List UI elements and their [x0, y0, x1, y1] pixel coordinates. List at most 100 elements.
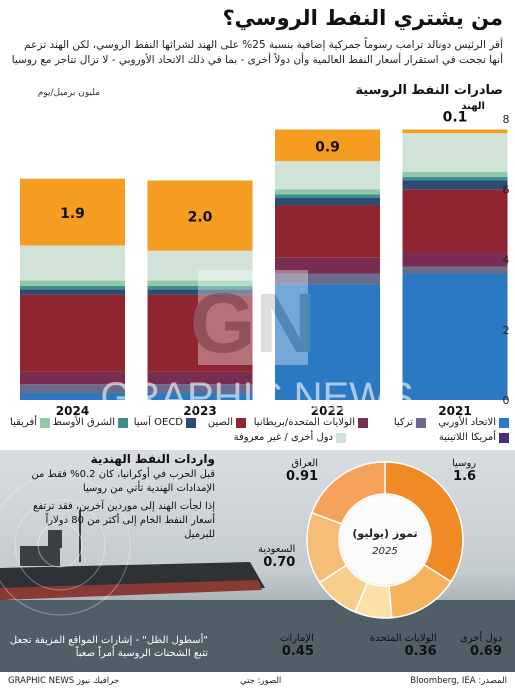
bar-segment-6	[147, 285, 253, 290]
india-value-label: 0.9	[315, 139, 340, 155]
source-credit: المصدر: Bloomberg, IEA	[410, 676, 507, 686]
bar-segment-4	[147, 294, 253, 372]
imports-para-1: قبل الحرب في أوكرانيا، كان 0.2% فقط من ا…	[31, 469, 215, 494]
legend-swatch	[336, 432, 346, 443]
bar-segment-2	[275, 273, 380, 285]
y-tick-label: 0	[503, 394, 510, 407]
bar-segment-2	[20, 384, 125, 393]
legend-label: الاتحاد الأوربي	[438, 417, 496, 428]
bar-segment-3	[147, 371, 253, 385]
legend-label: أمريكا اللاتينية	[438, 432, 496, 443]
legend-label: أفريقيا	[10, 417, 37, 428]
donut-slice-5	[310, 461, 386, 525]
bar-segment-4	[275, 205, 380, 258]
bar-segment-5	[275, 198, 380, 206]
legend-swatch	[358, 417, 368, 428]
footer: المصدر: Bloomberg, IEA الصور: جتي GRAPHI…	[0, 672, 515, 691]
page-subtitle: أقر الرئيس دونالد ترامب رسوماً جمركية إض…	[11, 39, 503, 66]
legend-item: OECD آسيا	[134, 417, 196, 428]
y-tick-label: 6	[503, 183, 510, 196]
legend-swatch	[186, 417, 196, 428]
x-tick-label: 2021	[438, 404, 471, 417]
x-tick-label: 2023	[183, 404, 216, 417]
india-value-label: 0.1	[443, 110, 468, 126]
bar-segment-9	[275, 129, 380, 162]
bar-segment-2	[147, 384, 253, 393]
donut-hole	[340, 495, 430, 585]
donut-label-uae: الإمارات 0.45	[280, 633, 314, 659]
bar-segment-6	[20, 285, 125, 290]
bar-segment-4	[402, 189, 508, 253]
india-label: الهند	[461, 101, 485, 112]
donut-center-year: 2025	[372, 546, 397, 557]
donut-label-russia: روسيا 1.6	[452, 458, 477, 484]
bar-segment-0	[20, 392, 125, 400]
legend-item: الاتحاد الأوربي	[438, 417, 509, 428]
legend-item: دول أخرى / غير معروفة	[234, 432, 346, 443]
legend-swatch	[499, 417, 509, 428]
donut-center-title: تموز (يوليو)	[352, 527, 417, 540]
legend-label: OECD آسيا	[133, 417, 183, 428]
india-value-label: 1.9	[60, 206, 85, 222]
bar-segment-9	[20, 178, 125, 246]
bar-segment-8	[275, 161, 380, 190]
chart-title: صادرات النفط الروسية	[355, 83, 503, 98]
donut-label-saudi: السعودية 0.70	[258, 544, 296, 570]
bar-segment-3	[20, 371, 125, 385]
brand-credit: GRAPHIC NEWS جرافيك نيوز	[8, 676, 120, 686]
bar-segment-0	[147, 392, 253, 400]
y-tick-label: 2	[503, 324, 510, 337]
bar-segment-9	[402, 129, 508, 134]
legend-swatch	[236, 417, 246, 428]
y-tick-label: 4	[503, 254, 510, 267]
legend-swatch	[118, 417, 128, 428]
x-tick-label: 2024	[56, 404, 89, 417]
bar-segment-7	[275, 189, 380, 195]
imports-donut-chart: تموز (يوليو) 2025	[306, 461, 464, 619]
donut-slice-0	[384, 461, 464, 583]
bar-segment-9	[147, 180, 253, 251]
imports-text: قبل الحرب في أوكرانيا، كان 0.2% فقط من ا…	[15, 468, 215, 542]
legend-item: أفريقيا	[10, 417, 50, 428]
page-title: من يشتري النفط الروسي؟	[222, 6, 503, 30]
bar-segment-7	[20, 280, 125, 286]
legend-label: الصين	[207, 417, 233, 428]
imports-para-2: إذا لجأت الهند إلى موردين آخرين، فقد ترت…	[33, 501, 215, 540]
legend-label: الشرق الأوسط	[52, 417, 115, 428]
legend-swatch	[499, 432, 509, 443]
y-axis-label: مليون برميل/يوم	[38, 88, 100, 98]
bar-segment-5	[147, 289, 253, 295]
donut-label-others: دول أخرى 0.69	[460, 633, 503, 659]
bar-segment-6	[402, 176, 508, 181]
bar-segment-5	[402, 180, 508, 190]
bar-segment-8	[147, 250, 253, 281]
legend-item: تركيا	[394, 417, 426, 428]
shadow-fleet-caption: "أسطول الظل" - إشارات المواقع المزيفة تج…	[9, 635, 208, 659]
bar-segment-8	[20, 245, 125, 281]
bar-segment-3	[402, 252, 508, 267]
legend-label: دول أخرى / غير معروفة	[233, 432, 333, 443]
legend-item: أمريكا اللاتينية	[439, 432, 509, 443]
donut-label-iraq: العراق 0.91	[286, 458, 319, 484]
x-tick-label: 2022	[311, 404, 344, 417]
bar-segment-5	[20, 289, 125, 295]
bar-segment-3	[275, 257, 380, 274]
y-tick-label: 8	[503, 113, 510, 126]
legend-label: تركيا	[393, 417, 413, 428]
india-value-label: 2.0	[188, 210, 213, 226]
photo-credit: الصور: جتي	[240, 676, 282, 686]
bar-segment-7	[147, 280, 253, 286]
imports-heading: واردات النفط الهندية	[90, 452, 215, 466]
bar-segment-4	[20, 294, 125, 372]
legend-swatch	[416, 417, 426, 428]
oil-exports-bar-chart: 1.9 2.0 0.9 0.1 0 2 4 6 8 2024 2023 2022 2021 صادر…	[20, 83, 510, 417]
bar-segment-0	[275, 284, 380, 400]
bar-segment-6	[275, 194, 380, 199]
legend-swatch	[40, 417, 50, 428]
bar-segment-2	[402, 266, 508, 274]
legend-item: الشرق الأوسط	[53, 417, 128, 428]
donut-label-usa: الولايات المتحدة 0.36	[370, 633, 437, 659]
bar-segment-7	[402, 171, 508, 177]
legend-item: الصين	[208, 417, 246, 428]
bar-segment-0	[402, 273, 508, 400]
